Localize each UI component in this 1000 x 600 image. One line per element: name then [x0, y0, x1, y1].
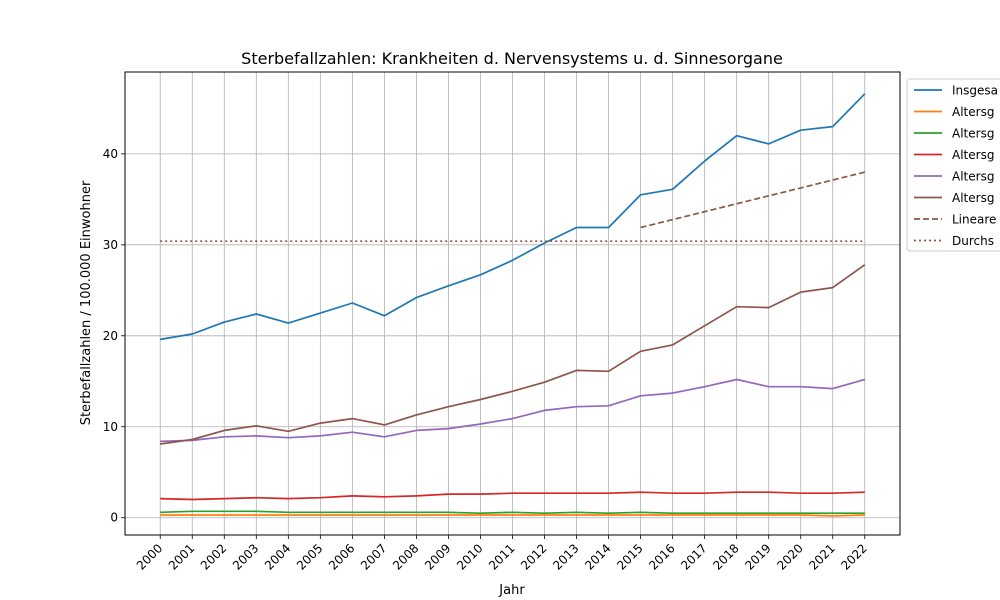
- legend-label: Altersg: [952, 170, 994, 184]
- x-tick-label: 2011: [486, 541, 517, 572]
- x-tick-label: 2017: [678, 541, 709, 572]
- y-tick-label: 20: [103, 329, 118, 343]
- legend-label: Altersg: [952, 191, 994, 205]
- legend-label: Altersg: [952, 148, 994, 162]
- legend-label: Lineare: [952, 213, 996, 227]
- x-tick-label: 2010: [454, 541, 485, 572]
- series-line: [160, 491, 865, 501]
- grid: [125, 72, 900, 535]
- x-tick-label: 2021: [806, 541, 837, 572]
- x-tick-label: 2002: [198, 541, 229, 572]
- x-tick-label: 2013: [550, 541, 581, 572]
- x-tick-label: 2007: [358, 541, 389, 572]
- x-tick-label: 2006: [326, 541, 357, 572]
- series-line: [160, 378, 866, 443]
- x-tick-label: 2022: [838, 541, 869, 572]
- x-tick-label: 2019: [742, 541, 773, 572]
- chart-title: Sterbefallzahlen: Krankheiten d. Nervens…: [241, 49, 783, 68]
- y-tick-label: 40: [103, 147, 118, 161]
- legend-label: Altersg: [952, 127, 994, 141]
- x-tick-label: 2000: [134, 541, 165, 572]
- plot-lines: [160, 93, 866, 517]
- x-tick-label: 2003: [230, 541, 261, 572]
- legend-label: Altersg: [952, 105, 994, 119]
- x-tick-label: 2014: [582, 541, 613, 572]
- series-line: [160, 264, 866, 445]
- legend-label: Durchs: [952, 234, 994, 248]
- x-tick-label: 2009: [422, 541, 453, 572]
- x-tick-label: 2016: [646, 541, 677, 572]
- series-line: [160, 510, 865, 515]
- series-line: [640, 171, 866, 229]
- series-line: [160, 93, 866, 341]
- x-tick-label: 2018: [710, 541, 741, 572]
- y-tick-label: 10: [103, 420, 118, 434]
- x-tick-label: 2012: [518, 541, 549, 572]
- legend-label: Insgesa: [952, 84, 998, 98]
- series-line: [160, 514, 865, 517]
- y-tick-label: 30: [103, 238, 118, 252]
- y-axis-label: Sterbefallzahlen / 100.000 Einwohner: [79, 180, 94, 425]
- x-axis-label: Jahr: [498, 583, 525, 598]
- legend: Insgesa Altersg Altersg Altersg Altersg Alter…: [906, 78, 1000, 252]
- x-tick-label: 2001: [166, 541, 197, 572]
- x-tick-label: 2004: [262, 541, 293, 572]
- legend-box: [906, 78, 1000, 252]
- x-tick-label: 2015: [614, 541, 645, 572]
- y-tick-label: 0: [110, 511, 118, 525]
- x-tick-label: 2008: [390, 541, 421, 572]
- y-axis-ticks: 0 10 20 30 40: [103, 147, 125, 525]
- x-tick-label: 2020: [774, 541, 805, 572]
- x-tick-label: 2005: [294, 541, 325, 572]
- x-axis-ticks: 2000 2001 2002 2003 2004 2005 2006 2007 2008 2009…: [134, 535, 870, 573]
